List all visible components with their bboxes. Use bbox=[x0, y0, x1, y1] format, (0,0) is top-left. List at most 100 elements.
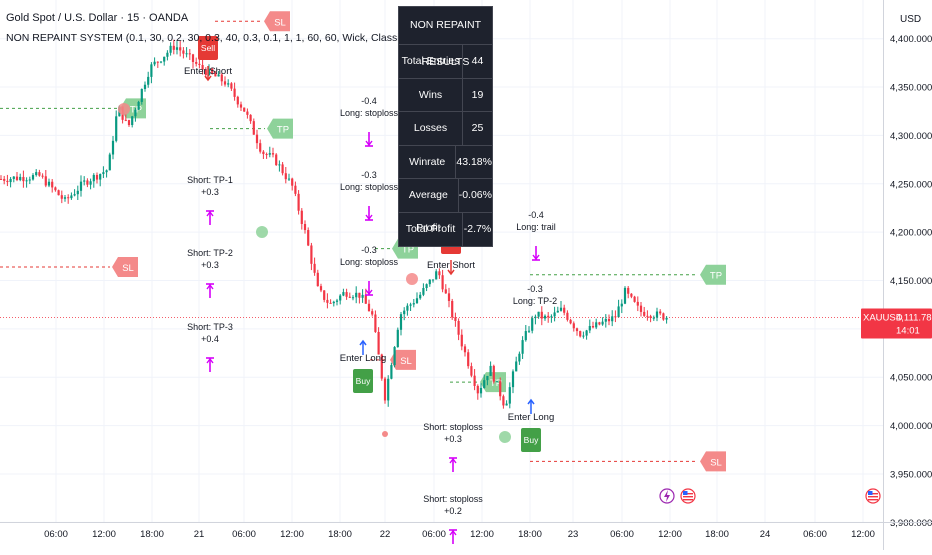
candle-body bbox=[214, 73, 217, 77]
candle-body bbox=[489, 365, 492, 376]
candle-body bbox=[582, 335, 585, 337]
candle-body bbox=[476, 385, 479, 394]
candle-body bbox=[412, 303, 415, 305]
signal-arrowhead bbox=[359, 339, 367, 346]
trade-note-head bbox=[206, 357, 214, 364]
candle-body bbox=[531, 318, 534, 331]
candle-body bbox=[639, 305, 643, 312]
signal-arrowhead bbox=[447, 269, 455, 276]
trade-note-text: Long: trail bbox=[516, 222, 556, 232]
candle-body bbox=[652, 317, 655, 319]
results-label: Losses bbox=[399, 112, 463, 145]
time-tick-label: 18:00 bbox=[705, 529, 729, 540]
results-row: Winrate 43.18% bbox=[399, 145, 492, 180]
candle-body bbox=[339, 295, 342, 301]
candle-body bbox=[278, 164, 281, 166]
candle-body bbox=[259, 143, 262, 152]
candle-body bbox=[182, 50, 185, 54]
buy-signal-label: Buy bbox=[356, 376, 371, 386]
candle-body bbox=[495, 381, 499, 383]
candle-body bbox=[415, 298, 419, 304]
price-tick-label: 4,350.000 bbox=[890, 83, 932, 94]
tp-label: TP bbox=[130, 104, 142, 115]
candle-body bbox=[9, 178, 12, 183]
candle-body bbox=[473, 375, 476, 386]
candle-body bbox=[380, 354, 383, 379]
candle-body bbox=[377, 331, 380, 355]
results-label: Total Entries bbox=[399, 45, 463, 78]
exit-dot bbox=[382, 431, 388, 437]
results-value: 25 bbox=[471, 122, 484, 135]
candle-body bbox=[28, 179, 31, 181]
trade-note-text: -0.4 bbox=[528, 210, 544, 220]
trade-note-head bbox=[532, 254, 540, 261]
sl-label: SL bbox=[400, 356, 412, 367]
candle-body bbox=[451, 300, 454, 318]
candle-body bbox=[0, 178, 3, 180]
results-label: Wins bbox=[399, 78, 463, 112]
candle-body bbox=[195, 61, 198, 64]
candle-body bbox=[428, 279, 431, 285]
results-row: Wins 19 bbox=[399, 78, 492, 113]
flag-stripe bbox=[683, 493, 693, 495]
time-tick-label: 12:00 bbox=[658, 529, 682, 540]
price-axis-bg bbox=[883, 0, 932, 550]
candle-body bbox=[604, 318, 607, 322]
candle-body bbox=[511, 371, 515, 388]
candle-body bbox=[419, 294, 422, 299]
candle-body bbox=[358, 292, 361, 298]
candle-body bbox=[569, 319, 572, 324]
candle-body bbox=[559, 307, 563, 311]
sl-marker bbox=[390, 349, 416, 370]
currency-label[interactable]: USD bbox=[900, 14, 922, 25]
candle-body bbox=[508, 387, 511, 404]
candle-body bbox=[364, 294, 367, 304]
time-tick-label: 06:00 bbox=[422, 529, 446, 540]
candle-body bbox=[3, 178, 6, 181]
candle-body bbox=[329, 302, 332, 304]
candle-body bbox=[191, 54, 195, 62]
candle-body bbox=[499, 381, 502, 397]
trade-note-text: Short: TP-3 bbox=[187, 322, 233, 332]
candle-body bbox=[332, 301, 335, 304]
candle-body bbox=[326, 299, 329, 303]
candle-body bbox=[47, 181, 51, 186]
candle-body bbox=[374, 314, 377, 332]
candle-body bbox=[620, 303, 623, 307]
signal-caption: Enter Long bbox=[340, 353, 386, 364]
candle-body bbox=[67, 197, 70, 199]
results-value: 43.18% bbox=[456, 155, 492, 168]
candle-body bbox=[243, 107, 246, 112]
candle-body bbox=[44, 176, 47, 186]
price-axis[interactable]: 4,400.000 4,350.000 4,300.000 4,250.000 4,20… bbox=[861, 0, 932, 550]
candle-body bbox=[287, 178, 291, 180]
candle-body bbox=[83, 180, 86, 182]
time-axis[interactable]: 06:00 12:00 18:00 21 06:00 12:00 18:00 22 06:00 1… bbox=[0, 522, 932, 541]
results-label: Total Profit bbox=[399, 212, 463, 246]
candle-body bbox=[22, 176, 25, 182]
candle-body bbox=[188, 53, 191, 55]
candle-body bbox=[319, 286, 323, 291]
candle-body bbox=[425, 284, 428, 289]
candle-body bbox=[57, 190, 60, 196]
results-row: Total Profit -2.7% bbox=[399, 212, 492, 246]
candle-body bbox=[575, 328, 579, 332]
signal-caption: Enter Long bbox=[508, 412, 554, 423]
candle-body bbox=[361, 294, 364, 298]
trade-note-text: -0.3 bbox=[527, 284, 543, 294]
candle-body bbox=[108, 154, 111, 171]
candle-body bbox=[313, 263, 316, 273]
candle-body bbox=[265, 154, 268, 156]
candle-body bbox=[335, 300, 339, 302]
candle-body bbox=[390, 365, 393, 379]
trade-note-text: -0.4 bbox=[361, 96, 377, 106]
candle-body bbox=[303, 223, 307, 231]
candle-body bbox=[252, 121, 255, 135]
candle-body bbox=[543, 315, 547, 319]
results-title: NON REPAINT RESULTS bbox=[399, 7, 492, 68]
candle-body bbox=[159, 61, 163, 63]
trade-note-text: Long: stoploss bbox=[340, 182, 399, 192]
time-tick-label: 18:00 bbox=[328, 529, 352, 540]
candle-body bbox=[665, 317, 668, 320]
